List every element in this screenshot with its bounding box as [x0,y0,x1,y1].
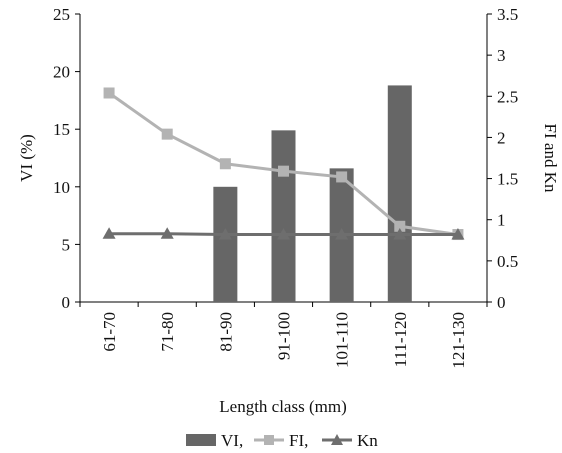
legend-fi-label: FI, [289,431,308,450]
right-y-axis-ticks: 0 0.5 1 1.5 2 2.5 3 3.5 [487,5,518,312]
left-y-tick-label: 20 [53,63,70,82]
left-y-tick-label: 25 [53,5,70,24]
fi-marker [336,171,348,183]
kn-series [102,227,465,240]
y2-axis-label: FI and Kn [541,124,560,193]
vi-bar [213,186,238,302]
right-y-tick-label: 0.5 [497,252,518,271]
legend-vi-swatch [186,434,216,446]
legend: VI, FI, Kn [186,431,378,450]
left-y-axis-ticks: 0 5 10 15 20 25 [53,5,80,312]
x-category-label: 71-80 [158,312,177,352]
right-y-tick-label: 2.5 [497,87,518,106]
x-category-label: 101-110 [333,312,352,368]
vi-bars [213,85,412,302]
right-y-tick-label: 3 [497,46,506,65]
x-axis-ticks: 61-70 71-80 81-90 91-100 101-110 111-120 121-1… [79,302,488,369]
right-y-tick-label: 1 [497,211,506,230]
vi-bar [271,130,296,302]
fi-marker [278,165,289,177]
kn-marker [102,227,116,239]
y-axis-label: VI (%) [17,134,36,182]
left-y-tick-label: 15 [53,120,70,139]
right-y-tick-label: 0 [497,293,506,312]
kn-marker [218,228,232,240]
kn-marker [335,228,349,240]
fi-marker [161,128,173,140]
legend-vi-label: VI, [221,431,243,450]
left-y-tick-label: 0 [62,293,71,312]
kn-marker [451,228,465,240]
legend-kn-label: Kn [357,431,378,450]
fi-marker [219,158,231,170]
kn-marker [160,227,174,239]
x-axis-label: Length class (mm) [219,397,346,416]
x-category-label: 111-120 [391,312,410,367]
fi-marker [394,220,406,232]
right-y-tick-label: 1.5 [497,170,518,189]
left-y-tick-label: 5 [62,235,71,254]
x-category-label: 91-100 [275,312,294,360]
fi-marker [103,87,115,99]
kn-marker [277,228,290,240]
kn-marker [393,228,407,240]
x-category-label: 61-70 [100,312,119,352]
right-y-tick-label: 3.5 [497,5,518,24]
legend-kn-marker [331,434,343,445]
x-category-label: 121-130 [449,312,468,369]
legend-fi-marker [264,435,274,445]
left-y-tick-label: 10 [53,178,70,197]
x-category-label: 81-90 [216,312,235,352]
right-y-tick-label: 2 [497,128,506,147]
vi-bar [387,85,412,302]
